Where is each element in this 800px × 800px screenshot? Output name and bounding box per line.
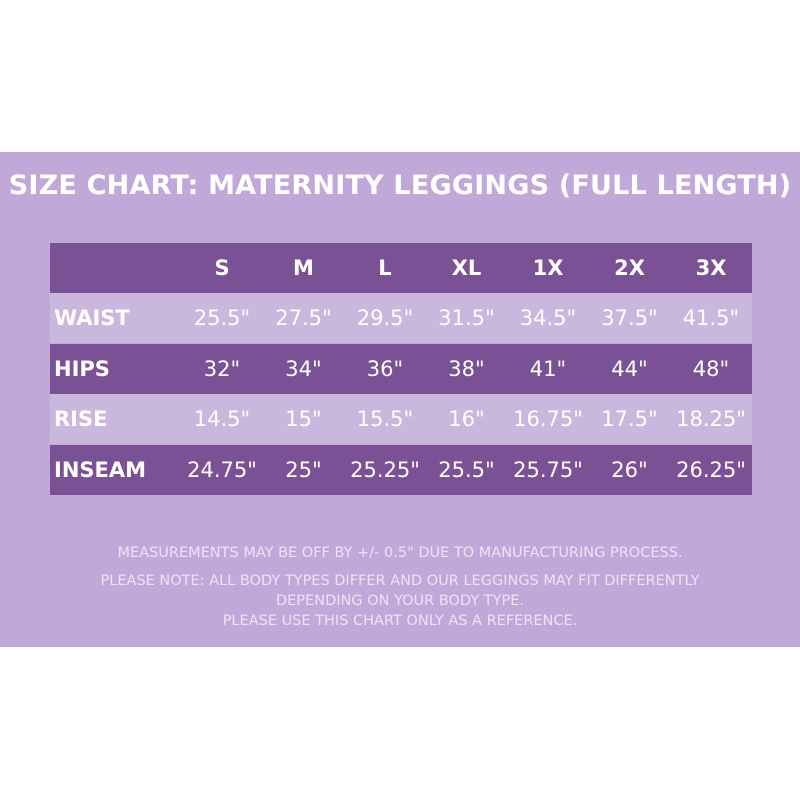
row-label: RISE xyxy=(54,407,108,431)
table-cell: 34.5" xyxy=(519,306,577,330)
table-cell: 27.5" xyxy=(275,306,332,330)
row-label: INSEAM xyxy=(54,457,147,482)
table-cell: 17.5" xyxy=(601,407,658,431)
table-cell: 25.5" xyxy=(438,457,495,482)
table-cell: 41.5" xyxy=(682,306,740,330)
table-cell: 48" xyxy=(692,356,730,381)
column-header: M xyxy=(293,256,314,280)
table-cell: 41" xyxy=(529,356,567,381)
header-row: S M L XL 1X 2X 3X xyxy=(50,243,752,293)
notes: MEASUREMENTS MAY BE OFF BY +/- 0.5" DUE … xyxy=(0,543,800,631)
note-line: PLEASE NOTE: ALL BODY TYPES DIFFER AND O… xyxy=(100,573,700,589)
table-cell: 25.75" xyxy=(513,457,583,482)
table-row: WAIST 25.5" 27.5" 29.5" 31.5" 34.5" 37.5" 41.5" xyxy=(50,293,752,343)
table-cell: 26.25" xyxy=(676,457,746,482)
table-cell: 38" xyxy=(448,356,485,381)
table-cell: 26" xyxy=(611,457,648,482)
table-cell: 32" xyxy=(203,356,241,381)
table-row: HIPS 32" 34" 36" 38" 41" 44" 48" xyxy=(50,343,752,394)
row-label: HIPS xyxy=(54,356,110,381)
table-cell: 37.5" xyxy=(601,306,658,330)
table-cell: 36" xyxy=(366,356,404,381)
table-cell: 31.5" xyxy=(438,306,495,330)
title: SIZE CHART: MATERNITY LEGGINGS (FULL LEN… xyxy=(8,170,792,201)
table-cell: 16" xyxy=(448,407,485,431)
note-line: MEASUREMENTS MAY BE OFF BY +/- 0.5" DUE … xyxy=(117,545,683,561)
table-cell: 24.75" xyxy=(187,457,257,482)
table-cell: 34" xyxy=(285,356,322,381)
column-header: 2X xyxy=(614,256,645,280)
column-header: S xyxy=(214,256,230,280)
table-cell: 44" xyxy=(611,356,648,381)
column-header: 1X xyxy=(532,256,564,280)
column-header: L xyxy=(378,256,392,280)
table-cell: 15.5" xyxy=(356,407,414,431)
table-row: RISE 14.5" 15" 15.5" 16" 16.75" 17.5" 18.25" xyxy=(50,394,752,444)
table-cell: 29.5" xyxy=(356,306,414,330)
table-cell: 14.5" xyxy=(193,407,251,431)
table-row: INSEAM 24.75" 25" 25.25" 25.5" 25.75" 26" 26.25… xyxy=(50,444,752,495)
table-cell: 15" xyxy=(285,407,322,431)
table-cell: 25.25" xyxy=(350,457,420,482)
row-label: WAIST xyxy=(54,306,130,330)
column-header: XL xyxy=(451,256,482,280)
note-line: PLEASE USE THIS CHART ONLY AS A REFERENC… xyxy=(222,613,578,629)
note-line: DEPENDING ON YOUR BODY TYPE. xyxy=(275,593,525,609)
table-cell: 18.25" xyxy=(676,407,746,431)
table-cell: 25" xyxy=(285,457,322,482)
column-header: 3X xyxy=(695,256,727,280)
table-cell: 25.5" xyxy=(193,306,251,330)
table-cell: 16.75" xyxy=(513,407,583,431)
